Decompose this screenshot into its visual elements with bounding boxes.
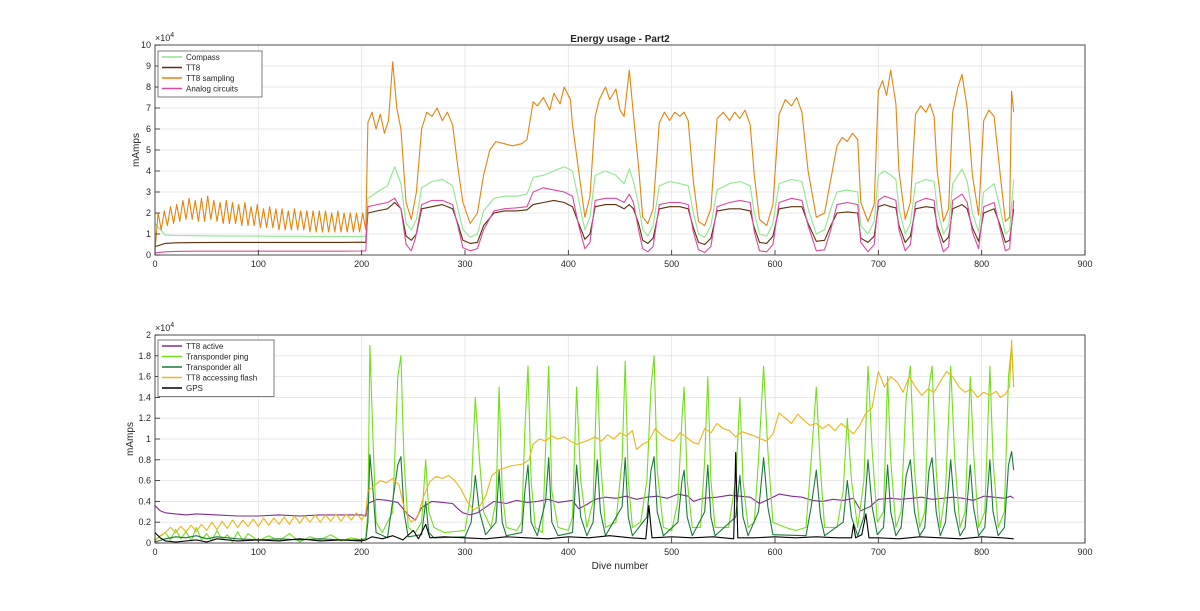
bottom-series-line-transponder-ping: [154, 344, 1015, 543]
bottom-series-line-gps: [154, 451, 1014, 543]
bottom-legend-label: Transponder ping: [186, 353, 248, 362]
bottom-y-tick-label: 0: [146, 538, 151, 548]
bottom-x-tick-label: 500: [664, 547, 679, 557]
top-x-tick-label: 500: [664, 259, 679, 269]
top-legend-label: Analog circuits: [186, 85, 238, 94]
top-y-tick-label: 1: [146, 229, 151, 239]
top-x-tick-label: 100: [251, 259, 266, 269]
bottom-chart-x-label: Dive number: [592, 561, 649, 572]
top-chart-series: [154, 61, 1015, 254]
top-y-tick-label: 8: [146, 82, 151, 92]
bottom-x-tick-label: 300: [457, 547, 472, 557]
bottom-x-tick-label: 800: [974, 547, 989, 557]
bottom-y-tick-label: 1.4: [138, 392, 151, 402]
top-y-tick-label: 5: [146, 145, 151, 155]
bottom-y-tick-label: 2: [146, 330, 151, 340]
bottom-legend-label: Transponder all: [186, 363, 242, 372]
bottom-chart-y-label: mAmps: [125, 422, 136, 456]
bottom-y-tick-label: 0.6: [138, 476, 151, 486]
top-x-tick-label: 600: [767, 259, 782, 269]
bottom-x-tick-label: 200: [354, 547, 369, 557]
top-x-tick-label: 400: [561, 259, 576, 269]
bottom-y-tick-label: 0.4: [138, 496, 151, 506]
top-x-tick-label: 800: [974, 259, 989, 269]
bottom-x-tick-label: 400: [561, 547, 576, 557]
top-y-tick-label: 7: [146, 103, 151, 113]
bottom-x-tick-label: 700: [871, 547, 886, 557]
top-chart-y-label: mAmps: [131, 133, 142, 167]
top-x-tick-label: 200: [354, 259, 369, 269]
bottom-legend-label: TT8 accessing flash: [186, 374, 257, 383]
top-chart-y-exponent: ×104: [155, 32, 174, 43]
top-y-tick-label: 10: [141, 40, 151, 50]
bottom-chart-y-ticks: 0 0.2 0.4 0.6 0.8 1 1.2 1.4 1.6 1.8 2: [138, 330, 160, 548]
top-x-tick-label: 900: [1077, 259, 1092, 269]
bottom-x-tick-label: 100: [251, 547, 266, 557]
bottom-y-tick-label: 0.8: [138, 455, 151, 465]
top-legend-label: TT8: [186, 64, 201, 73]
top-legend-label: Compass: [186, 53, 220, 62]
chart-title: Energy usage - Part2: [570, 34, 670, 45]
top-x-tick-label: 0: [152, 259, 157, 269]
top-series-line-tt8-sampling: [154, 61, 1015, 251]
bottom-chart-series: [154, 339, 1015, 543]
top-chart-x-ticks: 0 100 200 300 400 500 600 700 800 900: [152, 250, 1093, 269]
bottom-x-tick-label: 600: [767, 547, 782, 557]
top-y-tick-label: 0: [146, 250, 151, 260]
top-legend-box: [157, 50, 263, 98]
bottom-legend-label: GPS: [186, 384, 203, 393]
top-y-tick-label: 4: [146, 166, 151, 176]
bottom-y-tick-label: 1.2: [138, 413, 151, 423]
top-x-tick-label: 300: [457, 259, 472, 269]
bottom-chart-x-ticks: 0 100 200 300 400 500 600 700 800 900: [152, 538, 1093, 557]
bottom-chart-y-exponent: ×104: [155, 322, 174, 333]
bottom-legend-label: TT8 active: [186, 342, 224, 351]
top-chart-y-ticks: 0 1 2 3 4 5 6 7 8 9 10: [141, 40, 160, 260]
bottom-y-tick-label: 1.6: [138, 372, 151, 382]
bottom-x-tick-label: 0: [152, 547, 157, 557]
bottom-y-tick-label: 0.2: [138, 517, 151, 527]
top-y-tick-label: 3: [146, 187, 151, 197]
top-chart-panel: 0 100 200 300 400 500 600 700 800 900 0 1 2 3 4 5 6 7 8 9 1…: [131, 32, 1093, 269]
top-x-tick-label: 700: [871, 259, 886, 269]
top-y-tick-label: 2: [146, 208, 151, 218]
bottom-y-tick-label: 1.8: [138, 351, 151, 361]
top-y-tick-label: 6: [146, 124, 151, 134]
bottom-series-line-transponder-all: [154, 450, 1015, 543]
top-series-line-compass: [154, 166, 1015, 238]
bottom-y-tick-label: 1: [146, 434, 151, 444]
bottom-legend-box: [157, 339, 275, 397]
bottom-x-tick-label: 900: [1077, 547, 1092, 557]
top-y-tick-label: 9: [146, 61, 151, 71]
bottom-chart-panel: 0 100 200 300 400 500 600 700 800 900 00.20.40.60…: [125, 322, 1093, 572]
top-legend-label: TT8 sampling: [186, 74, 234, 83]
bottom-series-line-tt8-accessing-flash: [154, 339, 1015, 542]
top-series-line-analog-circuits: [154, 187, 1015, 254]
